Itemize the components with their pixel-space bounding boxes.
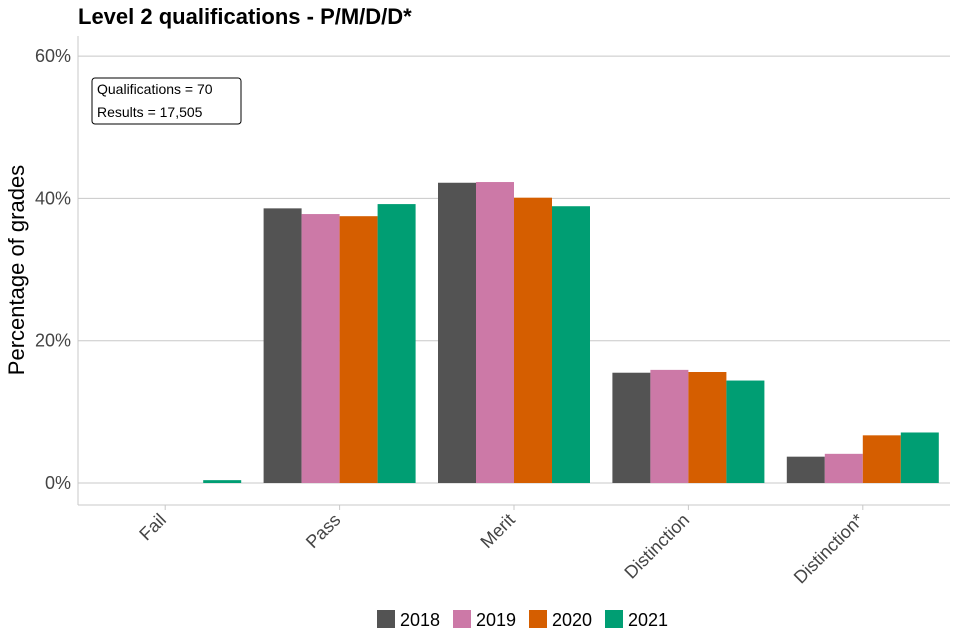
- x-tick-label: Merit: [476, 510, 518, 552]
- bar-2020-distinction: [862, 435, 901, 483]
- bar-2019-merit: [476, 182, 514, 483]
- bar-2021-merit: [552, 206, 590, 483]
- bar-2020-pass: [339, 216, 378, 483]
- legend-swatch-2018: [377, 610, 395, 628]
- bar-2018-pass: [263, 208, 302, 483]
- y-axis-ticks: 0% 20% 40% 60%: [35, 46, 71, 493]
- annotation-border: [91, 77, 242, 125]
- bar-2018-merit: [438, 182, 476, 483]
- legend-label-2018: 2018: [400, 610, 440, 630]
- bar-2021-distinction: [900, 432, 939, 483]
- x-tick-label: Fail: [135, 510, 170, 545]
- legend-swatch-2019: [453, 610, 471, 628]
- legend-swatch-2021: [605, 610, 623, 628]
- bar-2019-pass: [301, 214, 340, 484]
- x-tick-label: Distinction*: [790, 510, 868, 588]
- legend-label-2020: 2020: [552, 610, 592, 630]
- bar-2019-distinction: [824, 453, 863, 483]
- legend: 2018 2019 2020 2021: [377, 610, 668, 630]
- annotation-box: Qualifications = 70 Results = 17,505: [91, 77, 242, 125]
- bar-2021-distinction: [726, 380, 765, 483]
- y-tick-label: 0%: [45, 473, 71, 493]
- bar-2021-pass: [377, 204, 416, 484]
- bar-2020-merit: [514, 197, 552, 483]
- bars: [203, 182, 939, 484]
- bar-2018-distinction: [612, 372, 651, 483]
- bar-2020-distinction: [688, 372, 727, 483]
- annotation-results: Results = 17,505: [97, 104, 203, 120]
- x-tick-label: Pass: [302, 510, 344, 552]
- y-axis-label: Percentage of grades: [4, 165, 29, 375]
- bar-2019-distinction: [650, 369, 689, 483]
- legend-label-2021: 2021: [628, 610, 668, 630]
- legend-swatch-2020: [529, 610, 547, 628]
- y-tick-label: 60%: [35, 46, 71, 66]
- legend-label-2019: 2019: [476, 610, 516, 630]
- bar-2021-fail: [203, 480, 242, 483]
- annotation-qualifications: Qualifications = 70: [97, 81, 213, 97]
- x-tick-label: Distinction: [620, 510, 693, 583]
- x-axis-ticks: Fail Pass Merit Distinction Distinction*: [135, 505, 868, 588]
- y-tick-label: 40%: [35, 188, 71, 208]
- bar-2018-distinction: [786, 456, 825, 483]
- y-tick-label: 20%: [35, 331, 71, 351]
- chart-title: Level 2 qualifications - P/M/D/D*: [78, 4, 412, 29]
